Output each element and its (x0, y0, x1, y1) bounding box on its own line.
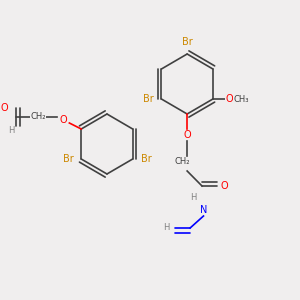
Text: O: O (60, 115, 67, 125)
Text: H: H (190, 194, 196, 202)
Text: CH₂: CH₂ (175, 158, 190, 166)
Text: O: O (183, 130, 191, 140)
Text: N: N (200, 205, 207, 215)
Text: Br: Br (182, 37, 193, 47)
Text: H: H (163, 224, 170, 232)
Text: H: H (8, 126, 15, 135)
Text: Br: Br (141, 154, 152, 164)
Text: O: O (220, 181, 228, 191)
Text: Br: Br (62, 154, 73, 164)
Text: CH₂: CH₂ (30, 112, 46, 122)
Text: O: O (225, 94, 233, 104)
Text: Br: Br (143, 94, 153, 104)
Text: CH₃: CH₃ (233, 94, 249, 103)
Text: O: O (0, 103, 8, 113)
